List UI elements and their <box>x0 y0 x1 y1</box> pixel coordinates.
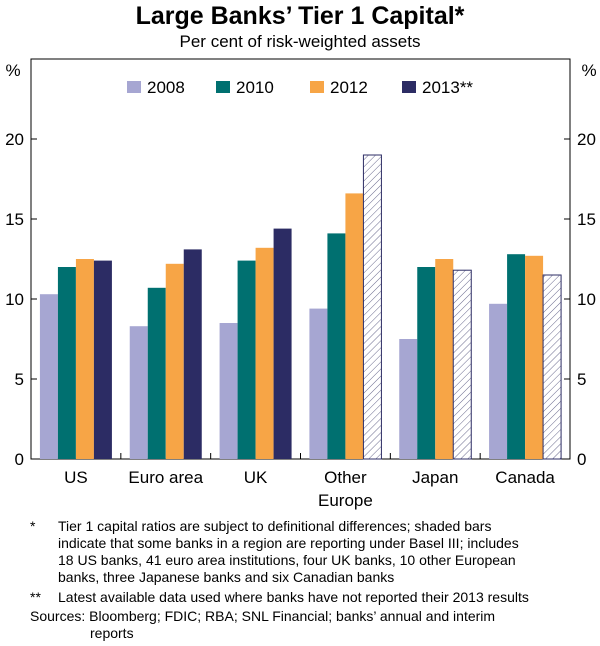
bar-2012-japan <box>435 259 454 459</box>
bar-2010-canada <box>507 254 526 459</box>
bar-2013-other-europe <box>362 154 382 460</box>
footnote-1-mark: * <box>30 518 36 534</box>
x-tick-label: Other <box>324 468 367 487</box>
bar-2010-japan <box>417 267 436 459</box>
bar-2010-us <box>57 267 76 459</box>
y-tick-label-right: 0 <box>577 450 586 469</box>
bar-2012-uk <box>255 247 274 459</box>
y-tick-label-right: 10 <box>577 290 596 309</box>
chart-subtitle: Per cent of risk-weighted assets <box>179 32 421 51</box>
legend-swatch-2013 <box>402 81 416 93</box>
bar-2013-uk <box>273 228 292 459</box>
chart-title: Large Banks’ Tier 1 Capital* <box>135 2 465 30</box>
legend-label: 2008 <box>147 78 185 97</box>
y-tick-label-right: 20 <box>577 130 596 149</box>
x-tick-label: Japan <box>412 468 458 487</box>
y-axis-label-left: % <box>5 61 20 80</box>
x-tick-label: Euro area <box>128 468 203 487</box>
bar-2012-canada <box>525 255 544 459</box>
bar-2008-canada <box>489 303 508 459</box>
footnote-1-line: indicate that some banks in a region are… <box>58 535 519 551</box>
footnote-2-line: Latest available data used where banks h… <box>58 589 529 605</box>
legend-label: 2012 <box>330 78 368 97</box>
y-tick-label-left: 15 <box>5 210 24 229</box>
legend-swatch-2010 <box>216 81 230 93</box>
legend-swatch-2008 <box>127 81 141 93</box>
footnote-1-line: Tier 1 capital ratios are subject to def… <box>58 518 492 534</box>
y-tick-label-left: 5 <box>15 370 24 389</box>
bar-2012-euro-area <box>165 263 184 459</box>
y-tick-label-left: 0 <box>15 450 24 469</box>
bar-chart: 0 0 5 5 10 10 15 15 20 20% % US Euro area UK Other Euro… <box>5 58 597 510</box>
sources: Sources: Bloomberg; FDIC; RBA; SNL Finan… <box>30 608 590 642</box>
bar-2012-us <box>75 259 94 459</box>
bar-2008-uk <box>219 323 238 459</box>
x-tick-label: Canada <box>495 468 555 487</box>
footnote-1-line: 18 US banks, 41 euro area institutions, … <box>58 552 516 568</box>
bar-2013-japan <box>452 269 472 460</box>
x-tick-label: UK <box>244 468 268 487</box>
bar-2013-us <box>93 260 112 459</box>
sources-line: reports <box>90 625 134 641</box>
y-tick-label-left: 20 <box>5 130 24 149</box>
legend-label: 2010 <box>236 78 274 97</box>
y-tick-label-right: 15 <box>577 210 596 229</box>
footnote-1-line: banks, three Japanese banks and six Cana… <box>58 569 395 585</box>
bar-2008-japan <box>399 339 418 459</box>
bar-2013-euro-area <box>183 249 202 459</box>
bar-2010-euro-area <box>147 287 166 459</box>
bar-2010-uk <box>237 260 256 459</box>
y-tick-label-left: 10 <box>5 290 24 309</box>
x-tick-label: Europe <box>318 491 373 510</box>
footnote-2-mark: ** <box>30 589 41 605</box>
bar-2008-other-europe <box>309 308 328 459</box>
bar-2008-euro-area <box>129 326 148 459</box>
bar-2012-other-europe <box>345 193 364 459</box>
bar-2013-canada <box>542 274 562 460</box>
x-tick-label: US <box>64 468 88 487</box>
bar-2010-other-europe <box>327 233 346 459</box>
sources-line: Sources: Bloomberg; FDIC; RBA; SNL Finan… <box>30 608 496 624</box>
legend-label: 2013** <box>422 78 473 97</box>
legend-swatch-2012 <box>310 81 324 93</box>
y-tick-label-right: 5 <box>577 370 586 389</box>
bar-2008-us <box>39 294 58 459</box>
y-axis-label-right: % <box>581 61 596 80</box>
